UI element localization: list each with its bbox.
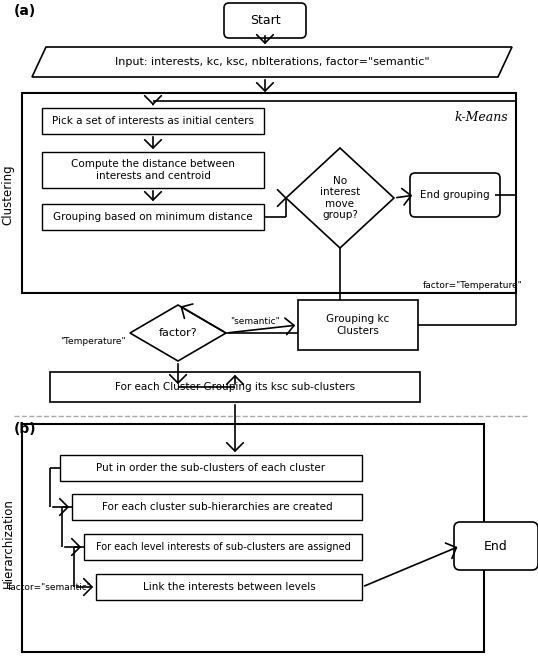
Text: End grouping: End grouping — [420, 190, 490, 200]
Bar — [84, 534, 362, 560]
Text: Pick a set of interests as initial centers: Pick a set of interests as initial cente… — [52, 116, 254, 126]
Polygon shape — [32, 47, 512, 77]
Bar — [60, 455, 362, 481]
Text: For each level interests of sub-clusters are assigned: For each level interests of sub-clusters… — [96, 542, 350, 552]
Text: Input: interests, kc, ksc, nbIterations, factor="semantic": Input: interests, kc, ksc, nbIterations,… — [115, 57, 429, 67]
Bar — [42, 152, 264, 188]
Text: factor?: factor? — [159, 328, 197, 338]
Text: Start: Start — [250, 14, 280, 27]
Text: k-Means: k-Means — [455, 111, 508, 124]
Polygon shape — [286, 148, 394, 248]
Text: End: End — [484, 540, 508, 552]
Text: Link the interests between levels: Link the interests between levels — [143, 582, 315, 592]
Text: Hierarchization: Hierarchization — [2, 498, 15, 588]
FancyBboxPatch shape — [410, 173, 500, 217]
Text: (b): (b) — [14, 422, 37, 436]
Text: No
interest
move
group?: No interest move group? — [320, 176, 360, 220]
Text: "semantic": "semantic" — [230, 317, 280, 325]
FancyBboxPatch shape — [224, 3, 306, 38]
Text: "Temperature": "Temperature" — [60, 337, 126, 345]
Text: Clustering: Clustering — [2, 165, 15, 225]
Text: factor="Temperature": factor="Temperature" — [423, 281, 523, 289]
Text: For each cluster sub-hierarchies are created: For each cluster sub-hierarchies are cre… — [102, 502, 332, 512]
Bar — [96, 574, 362, 600]
Bar — [50, 372, 420, 402]
Bar — [22, 93, 516, 293]
Text: (a): (a) — [14, 4, 36, 18]
Polygon shape — [130, 305, 226, 361]
Bar — [42, 204, 264, 230]
Text: factor="semantic": factor="semantic" — [8, 582, 92, 591]
Bar — [298, 300, 418, 350]
FancyBboxPatch shape — [454, 522, 538, 570]
Text: Compute the distance between
interests and centroid: Compute the distance between interests a… — [71, 159, 235, 181]
Bar — [72, 494, 362, 520]
Bar — [42, 108, 264, 134]
Bar — [22, 424, 484, 652]
Text: Grouping based on minimum distance: Grouping based on minimum distance — [53, 212, 253, 222]
Text: Put in order the sub-clusters of each cluster: Put in order the sub-clusters of each cl… — [96, 463, 325, 473]
Text: Grouping kc
Clusters: Grouping kc Clusters — [327, 314, 390, 336]
Text: For each Cluster Grouping its ksc sub-clusters: For each Cluster Grouping its ksc sub-cl… — [115, 382, 355, 392]
